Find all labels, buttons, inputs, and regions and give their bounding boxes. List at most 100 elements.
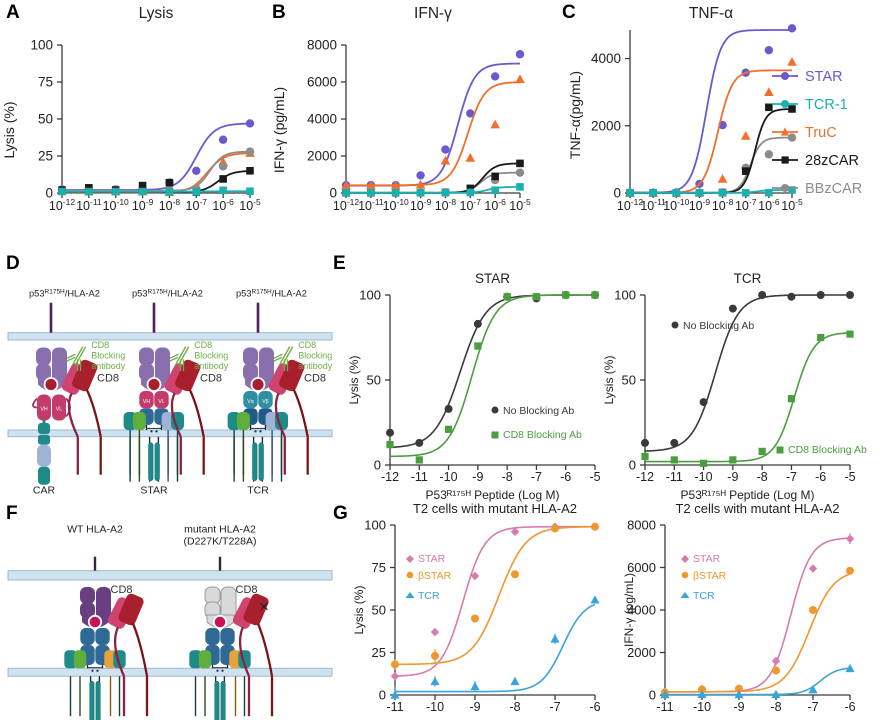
svg-text:CD8: CD8 — [200, 373, 222, 385]
svg-text:-12: -12 — [636, 470, 654, 484]
svg-text:28zCAR: 28zCAR — [805, 153, 859, 169]
svg-text:10-10: 10-10 — [663, 197, 689, 213]
svg-text:10-9: 10-9 — [132, 197, 154, 213]
svg-text:STAR: STAR — [140, 485, 168, 497]
svg-text:-5: -5 — [589, 470, 600, 484]
svg-text:10-7: 10-7 — [186, 197, 208, 213]
svg-text:6000: 6000 — [627, 560, 656, 575]
svg-text:-7: -7 — [549, 700, 560, 714]
svg-text:Vβ: Vβ — [262, 399, 268, 405]
svg-text:-8: -8 — [770, 700, 781, 714]
svg-text:-7: -7 — [807, 700, 818, 714]
svg-text:CD8: CD8 — [298, 340, 316, 350]
svg-text:×: × — [259, 597, 269, 616]
svg-text:-6: -6 — [589, 700, 600, 714]
svg-text:8000: 8000 — [627, 518, 656, 533]
svg-text:10-8: 10-8 — [159, 197, 181, 213]
svg-text:Vα: Vα — [247, 399, 253, 405]
svg-text:10-11: 10-11 — [76, 197, 102, 213]
svg-text:Lysis (%): Lysis (%) — [352, 586, 366, 635]
svg-text:VH: VH — [40, 407, 48, 413]
svg-text:-8: -8 — [757, 470, 768, 484]
svg-text:Lysis (%): Lysis (%) — [347, 356, 361, 405]
svg-text:-9: -9 — [727, 470, 738, 484]
svg-text:TCR: TCR — [418, 590, 440, 602]
svg-text:βSTAR: βSTAR — [418, 570, 452, 582]
svg-text:100: 100 — [364, 518, 386, 533]
svg-text:TCR-1: TCR-1 — [805, 97, 848, 113]
svg-text:10-6: 10-6 — [484, 197, 506, 213]
svg-text:10-6: 10-6 — [212, 197, 234, 213]
svg-text:-12: -12 — [381, 470, 399, 484]
svg-text:75: 75 — [372, 560, 386, 575]
svg-text:CD8 Blocking Ab: CD8 Blocking Ab — [788, 444, 867, 456]
svg-text:50: 50 — [622, 373, 636, 388]
svg-text:-11: -11 — [666, 470, 683, 484]
svg-text:0: 0 — [649, 688, 656, 703]
svg-text:T2 cells with mutant HLA-A2: T2 cells with mutant HLA-A2 — [675, 501, 839, 516]
svg-text:-11: -11 — [656, 700, 673, 714]
svg-text:-10: -10 — [695, 470, 713, 484]
svg-text:75: 75 — [38, 75, 53, 90]
svg-text:10-7: 10-7 — [460, 197, 482, 213]
svg-text:antibody: antibody — [194, 361, 229, 371]
svg-text:T2 cells with mutant HLA-A2: T2 cells with mutant HLA-A2 — [413, 501, 577, 516]
svg-text:100: 100 — [30, 38, 53, 53]
svg-text:No Blocking Ab: No Blocking Ab — [503, 405, 574, 417]
svg-text:8000: 8000 — [307, 38, 337, 53]
svg-text:50: 50 — [367, 373, 381, 388]
svg-text:STAR: STAR — [805, 69, 843, 85]
svg-text:VL: VL — [56, 407, 63, 413]
svg-text:10-8: 10-8 — [712, 197, 734, 213]
svg-text:WT HLA-A2: WT HLA-A2 — [67, 524, 123, 536]
svg-text:-9: -9 — [472, 470, 483, 484]
svg-text:0: 0 — [379, 688, 386, 703]
svg-text:-9: -9 — [469, 700, 480, 714]
svg-text:(D227K/T228A): (D227K/T228A) — [184, 536, 257, 548]
svg-text:10-8: 10-8 — [435, 197, 457, 213]
svg-text:p53R175H/HLA-A2: p53R175H/HLA-A2 — [29, 288, 100, 299]
svg-text:mutant HLA-A2: mutant HLA-A2 — [184, 524, 256, 536]
svg-text:STAR: STAR — [693, 553, 721, 565]
svg-text:IFN-γ (pg/mL): IFN-γ (pg/mL) — [271, 87, 287, 173]
svg-text:Blocking: Blocking — [298, 351, 332, 361]
svg-text:50: 50 — [372, 603, 386, 618]
svg-text:2000: 2000 — [591, 118, 621, 133]
svg-text:antibody: antibody — [298, 361, 333, 371]
svg-text:10-11: 10-11 — [358, 197, 384, 213]
svg-text:10-7: 10-7 — [735, 197, 757, 213]
svg-text:Blocking: Blocking — [91, 351, 125, 361]
svg-text:p53R175H/HLA-A2: p53R175H/HLA-A2 — [236, 288, 307, 299]
svg-text:-10: -10 — [426, 700, 444, 714]
svg-text:CD8: CD8 — [111, 584, 133, 596]
svg-text:βSTAR: βSTAR — [693, 570, 727, 582]
svg-text:4000: 4000 — [307, 112, 337, 127]
svg-text:10-12: 10-12 — [49, 197, 75, 213]
svg-text:Blocking: Blocking — [194, 351, 228, 361]
svg-text:antibody: antibody — [91, 361, 126, 371]
svg-text:4000: 4000 — [591, 51, 621, 66]
svg-text:-7: -7 — [531, 470, 542, 484]
svg-text:10-12: 10-12 — [333, 197, 359, 213]
svg-text:TCR: TCR — [693, 590, 715, 602]
svg-text:BBzCAR: BBzCAR — [805, 181, 862, 197]
svg-text:2000: 2000 — [307, 149, 337, 164]
svg-text:Lysis (%): Lysis (%) — [1, 101, 17, 158]
svg-text:CD8: CD8 — [194, 340, 212, 350]
svg-text:-8: -8 — [502, 470, 513, 484]
svg-text:-10: -10 — [440, 470, 458, 484]
svg-text:25: 25 — [38, 149, 53, 164]
svg-text:STAR: STAR — [475, 271, 510, 286]
svg-text:10-9: 10-9 — [410, 197, 432, 213]
svg-text:-11: -11 — [386, 700, 403, 714]
svg-text:6000: 6000 — [307, 75, 337, 90]
svg-text:-7: -7 — [786, 470, 797, 484]
svg-text:Lysis: Lysis — [139, 5, 174, 22]
svg-text:TCR: TCR — [247, 485, 269, 497]
svg-text:-6: -6 — [815, 470, 826, 484]
svg-text:100: 100 — [614, 288, 636, 303]
svg-text:25: 25 — [372, 645, 386, 660]
svg-text:TruC: TruC — [805, 125, 837, 141]
svg-text:STAR: STAR — [418, 553, 446, 565]
svg-text:TNF-α(pg/mL): TNF-α(pg/mL) — [570, 71, 583, 159]
